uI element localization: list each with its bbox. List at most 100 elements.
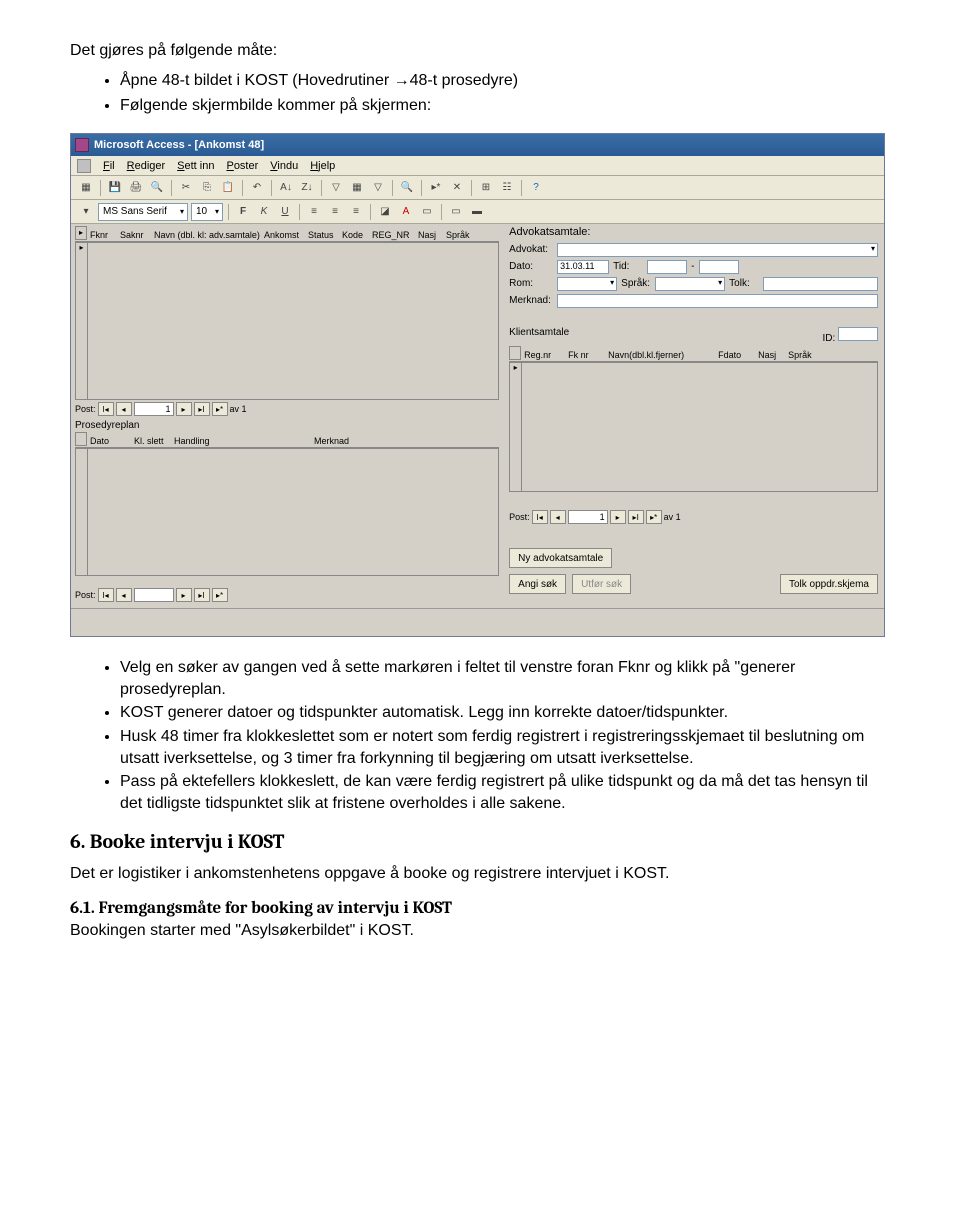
- nav-next-icon[interactable]: ▸: [176, 402, 192, 416]
- copy-icon[interactable]: ⎘: [198, 179, 216, 197]
- nav-of: av 1: [664, 512, 681, 522]
- rom-label: Rom:: [509, 278, 553, 289]
- nav-next-icon[interactable]: ▸: [176, 588, 192, 602]
- col-header: Språk: [785, 350, 823, 360]
- window-title: Microsoft Access - [Ankomst 48]: [94, 139, 264, 151]
- nav-of: av 1: [230, 404, 247, 414]
- dato-input[interactable]: 31.03.11: [557, 260, 609, 274]
- row-selector[interactable]: [75, 432, 87, 446]
- merknad-input[interactable]: [557, 294, 878, 308]
- menubar: Fil Rediger Sett inn Poster Vindu Hjelp: [71, 156, 884, 176]
- underline-icon[interactable]: U: [276, 203, 294, 221]
- form-body: ▸ Fknr Saknr Navn (dbl. kl: adv.samtale)…: [71, 224, 884, 608]
- section-61-heading: 6.1. Fremgangsmåte for booking av interv…: [70, 899, 890, 918]
- save-icon[interactable]: 💾: [106, 179, 124, 197]
- nav-prev-icon[interactable]: ◂: [550, 510, 566, 524]
- nav-new-icon[interactable]: ▸*: [212, 588, 228, 602]
- klient-grid[interactable]: ▸: [509, 362, 878, 492]
- nav-position[interactable]: 1: [134, 402, 174, 416]
- nav-position[interactable]: 1: [568, 510, 608, 524]
- view-icon[interactable]: ▦: [77, 179, 95, 197]
- bold-icon[interactable]: F: [234, 203, 252, 221]
- nav-last-icon[interactable]: ▸I: [194, 588, 210, 602]
- object-dropdown[interactable]: ▾: [77, 203, 95, 221]
- row-selector[interactable]: [509, 346, 521, 360]
- paste-icon[interactable]: 📋: [219, 179, 237, 197]
- menu-item[interactable]: Vindu: [270, 160, 298, 172]
- sprak-label: Språk:: [621, 278, 651, 289]
- nav-last-icon[interactable]: ▸I: [628, 510, 644, 524]
- special-effect-icon[interactable]: ▬: [468, 203, 486, 221]
- tid-input[interactable]: [647, 260, 687, 274]
- nav-prev-icon[interactable]: ◂: [116, 588, 132, 602]
- cut-icon[interactable]: ✂: [177, 179, 195, 197]
- nav-first-icon[interactable]: I◂: [98, 588, 114, 602]
- sort-desc-icon[interactable]: Z↓: [298, 179, 316, 197]
- prosedyre-grid[interactable]: [75, 448, 499, 576]
- angi-sok-button[interactable]: Angi søk: [509, 574, 566, 594]
- align-center-icon[interactable]: ≡: [326, 203, 344, 221]
- border-icon[interactable]: ▭: [447, 203, 465, 221]
- tolk-input[interactable]: [763, 277, 878, 291]
- id-input[interactable]: [838, 327, 878, 341]
- col-header: REG_NR: [369, 230, 415, 240]
- rom-dropdown[interactable]: [557, 277, 617, 291]
- print-icon[interactable]: 🖨: [127, 179, 145, 197]
- nav-first-icon[interactable]: I◂: [98, 402, 114, 416]
- filter-form-icon[interactable]: ▦: [348, 179, 366, 197]
- line-color-icon[interactable]: ▭: [418, 203, 436, 221]
- nav-next-icon[interactable]: ▸: [610, 510, 626, 524]
- merknad-label: Merknad:: [509, 295, 553, 306]
- ny-advokatsamtale-button[interactable]: Ny advokatsamtale: [509, 548, 612, 568]
- main-grid-body[interactable]: ▸: [75, 242, 499, 400]
- align-left-icon[interactable]: ≡: [305, 203, 323, 221]
- nav-prev-icon[interactable]: ◂: [116, 402, 132, 416]
- bullet-item: KOST generer datoer og tidspunkter autom…: [120, 702, 890, 724]
- undo-icon[interactable]: ↶: [248, 179, 266, 197]
- font-size-dropdown[interactable]: 10: [191, 203, 223, 221]
- new-object-icon[interactable]: ☷: [498, 179, 516, 197]
- tolk-skjema-button[interactable]: Tolk oppdr.skjema: [780, 574, 878, 594]
- sprak-dropdown[interactable]: [655, 277, 725, 291]
- advokat-label: Advokat:: [509, 244, 553, 255]
- sort-asc-icon[interactable]: A↓: [277, 179, 295, 197]
- col-header: Fknr: [87, 230, 117, 240]
- fill-color-icon[interactable]: ◪: [376, 203, 394, 221]
- preview-icon[interactable]: 🔍: [148, 179, 166, 197]
- menu-item[interactable]: Sett inn: [177, 160, 214, 172]
- new-record-icon[interactable]: ▸*: [427, 179, 445, 197]
- main-nav: Post: I◂ ◂ 1 ▸ ▸I ▸* av 1: [75, 400, 499, 418]
- help-icon[interactable]: ?: [527, 179, 545, 197]
- db-window-icon[interactable]: ⊞: [477, 179, 495, 197]
- prosedyre-headers: Dato Kl. slett Handling Merknad: [75, 432, 499, 448]
- form-icon: [77, 159, 91, 173]
- menu-item[interactable]: Hjelp: [310, 160, 335, 172]
- nav-last-icon[interactable]: ▸I: [194, 402, 210, 416]
- col-header: Fdato: [715, 350, 755, 360]
- filter-icon[interactable]: ▽: [327, 179, 345, 197]
- row-selector[interactable]: ▸: [75, 226, 87, 240]
- menu-item[interactable]: Poster: [226, 160, 258, 172]
- filter-toggle-icon[interactable]: ▽: [369, 179, 387, 197]
- tid-input2[interactable]: [699, 260, 739, 274]
- id-label: ID:: [822, 333, 835, 344]
- nav-first-icon[interactable]: I◂: [532, 510, 548, 524]
- screenshot-window: Microsoft Access - [Ankomst 48] Fil Redi…: [70, 133, 885, 637]
- advokat-dropdown[interactable]: [557, 243, 878, 257]
- font-name-dropdown[interactable]: MS Sans Serif: [98, 203, 188, 221]
- font-color-icon[interactable]: A: [397, 203, 415, 221]
- utfor-sok-button[interactable]: Utfør søk: [572, 574, 631, 594]
- menu-item[interactable]: Fil: [103, 160, 115, 172]
- nav-position[interactable]: [134, 588, 174, 602]
- prosedyre-nav: Post: I◂ ◂ ▸ ▸I ▸*: [75, 586, 499, 604]
- standard-toolbar: ▦ 💾 🖨 🔍 ✂ ⎘ 📋 ↶ A↓ Z↓ ▽ ▦ ▽ 🔍 ▸* ✕ ⊞ ☷ ?: [71, 176, 884, 200]
- italic-icon[interactable]: K: [255, 203, 273, 221]
- delete-record-icon[interactable]: ✕: [448, 179, 466, 197]
- align-right-icon[interactable]: ≡: [347, 203, 365, 221]
- dato-label: Dato:: [509, 261, 553, 272]
- menu-item[interactable]: Rediger: [127, 160, 166, 172]
- find-icon[interactable]: 🔍: [398, 179, 416, 197]
- titlebar: Microsoft Access - [Ankomst 48]: [71, 134, 884, 156]
- nav-new-icon[interactable]: ▸*: [646, 510, 662, 524]
- nav-new-icon[interactable]: ▸*: [212, 402, 228, 416]
